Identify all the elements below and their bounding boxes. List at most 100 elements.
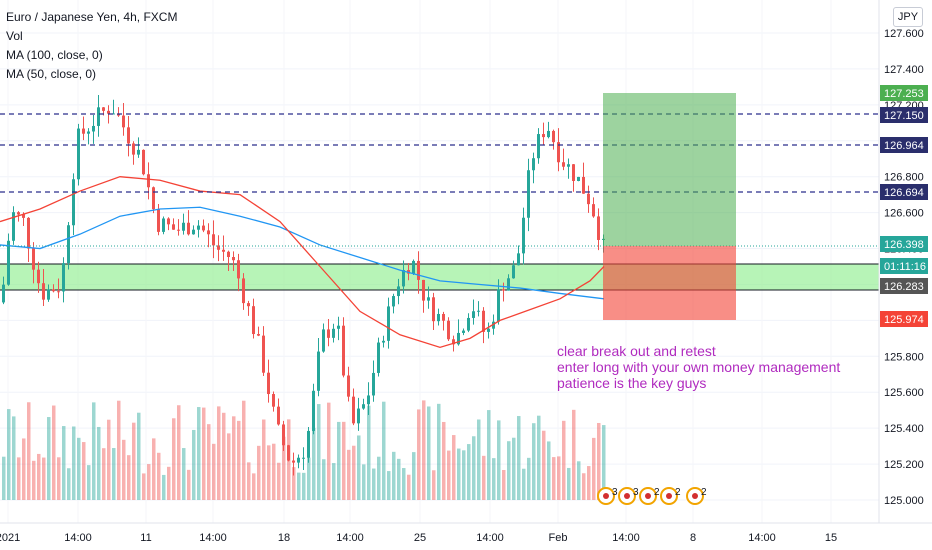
event-badges[interactable]: 3 3 2 2 2 bbox=[597, 487, 707, 505]
candle-body bbox=[542, 134, 545, 138]
volume-bar bbox=[12, 416, 16, 500]
candle-body bbox=[22, 214, 25, 218]
legend-ma50[interactable]: MA (50, close, 0) bbox=[6, 67, 97, 81]
volume-bar bbox=[492, 458, 496, 500]
volume-bar bbox=[362, 464, 366, 500]
loss-zone bbox=[603, 246, 736, 320]
volume-bar bbox=[547, 441, 551, 500]
volume-bar bbox=[267, 445, 271, 500]
candle-body bbox=[87, 131, 90, 134]
price-tick-label: 127.400 bbox=[884, 64, 924, 76]
volume-bar bbox=[447, 450, 451, 500]
price-label-target: 127.253 bbox=[880, 85, 928, 101]
price-tick-label: 126.800 bbox=[884, 172, 924, 184]
candle-body bbox=[442, 313, 445, 321]
candle-body bbox=[247, 303, 250, 307]
candle-body bbox=[382, 340, 385, 343]
volume-bar bbox=[537, 415, 541, 500]
chart-legend[interactable]: Euro / Japanese Yen, 4h, FXCM Vol MA (10… bbox=[6, 8, 177, 84]
candle-body bbox=[17, 212, 20, 215]
volume-bar bbox=[242, 400, 246, 500]
volume-bar bbox=[377, 456, 381, 500]
long-position-tool[interactable] bbox=[603, 93, 736, 320]
time-tick-label: 8 bbox=[690, 532, 696, 544]
candle-body bbox=[582, 176, 585, 194]
volume-bar bbox=[572, 409, 576, 500]
volume-bar bbox=[597, 422, 601, 500]
candle-body bbox=[157, 209, 160, 232]
time-axis-ticks: 2021 14:00 11 14:00 18 14:00 25 14:00 Feb 14:00 8 1… bbox=[0, 532, 837, 544]
volume-bar bbox=[7, 409, 11, 500]
volume-bar bbox=[407, 474, 411, 500]
volume-bar bbox=[327, 402, 331, 500]
candle-body bbox=[517, 253, 520, 266]
time-tick-label: 18 bbox=[278, 532, 290, 544]
volume-bar bbox=[72, 426, 76, 500]
currency-badge[interactable]: JPY bbox=[893, 7, 923, 27]
candle-body bbox=[307, 430, 310, 458]
volume-bars bbox=[2, 400, 606, 500]
legend-ma100[interactable]: MA (100, close, 0) bbox=[6, 48, 103, 62]
ma50-line bbox=[0, 176, 605, 349]
candle-body bbox=[122, 115, 125, 128]
legend-symbol[interactable]: Euro / Japanese Yen, 4h, FXCM bbox=[6, 10, 178, 24]
candle-body bbox=[432, 297, 435, 322]
annotation-text[interactable]: clear break out and retest enter long wi… bbox=[557, 343, 840, 391]
annotation-line-2: enter long with your own money managemen… bbox=[557, 359, 841, 375]
candle-body bbox=[572, 164, 575, 181]
volume-bar bbox=[427, 406, 431, 500]
candle-body bbox=[362, 404, 365, 409]
candle-body bbox=[552, 130, 555, 143]
candle-body bbox=[467, 317, 470, 331]
volume-bar bbox=[17, 457, 21, 500]
volume-bar bbox=[297, 472, 301, 500]
candle-body bbox=[462, 330, 465, 333]
volume-bar bbox=[182, 448, 186, 500]
horizontal-levels[interactable] bbox=[0, 113, 879, 247]
volume-bar bbox=[357, 435, 361, 500]
time-tick-label: 25 bbox=[414, 532, 426, 544]
candle-body bbox=[387, 306, 390, 341]
time-axis-panel[interactable] bbox=[0, 523, 879, 550]
flag-dot-icon bbox=[692, 493, 698, 499]
volume-bar bbox=[102, 448, 106, 500]
price-label-support-text: 126.283 bbox=[884, 281, 924, 293]
price-label-countdown-text: 01:11:16 bbox=[884, 261, 926, 273]
volume-bar bbox=[232, 416, 236, 500]
candle-body bbox=[217, 245, 220, 250]
volume-bar bbox=[367, 405, 371, 500]
price-label-level-1-text: 127.150 bbox=[884, 110, 924, 122]
candle-body bbox=[27, 217, 30, 249]
price-label-support: 126.283 bbox=[880, 278, 928, 294]
volume-bar bbox=[122, 439, 126, 500]
volume-bar bbox=[457, 448, 461, 500]
price-label-stop: 125.974 bbox=[880, 311, 928, 327]
volume-bar bbox=[177, 405, 181, 500]
price-tick-label: 126.600 bbox=[884, 208, 924, 220]
candle-body bbox=[112, 113, 115, 115]
volume-bar bbox=[197, 407, 201, 500]
candle-body bbox=[262, 335, 265, 373]
volume-bar bbox=[512, 437, 516, 500]
volume-bar bbox=[262, 419, 266, 500]
candle-body bbox=[192, 229, 195, 235]
volume-bar bbox=[172, 418, 176, 500]
volume-bar bbox=[67, 468, 71, 500]
volume-bar bbox=[487, 410, 491, 500]
candle-body bbox=[287, 445, 290, 461]
candle-body bbox=[92, 125, 95, 132]
volume-bar bbox=[37, 453, 41, 500]
volume-bar bbox=[477, 419, 481, 500]
volume-bar bbox=[27, 402, 31, 500]
candle-body bbox=[77, 128, 80, 180]
candle-body bbox=[327, 329, 330, 338]
volume-bar bbox=[342, 421, 346, 500]
volume-bar bbox=[152, 438, 156, 500]
legend-vol[interactable]: Vol bbox=[6, 29, 23, 43]
candle-body bbox=[567, 164, 570, 167]
volume-bar bbox=[312, 427, 316, 500]
volume-bar bbox=[502, 469, 506, 500]
candle-body bbox=[182, 222, 185, 231]
time-tick-label: 15 bbox=[825, 532, 837, 544]
